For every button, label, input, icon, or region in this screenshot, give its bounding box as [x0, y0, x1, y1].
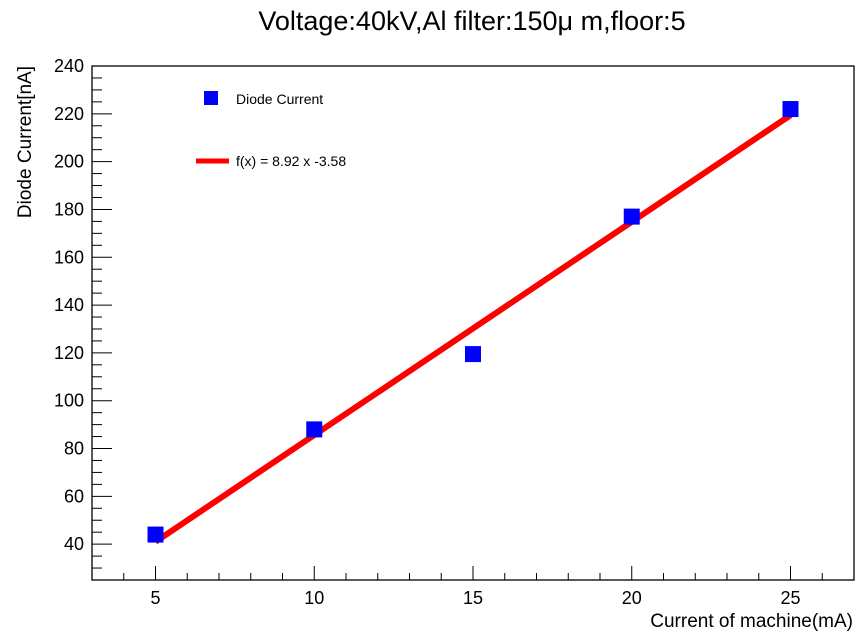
- x-tick-label: 20: [622, 588, 642, 608]
- y-tick-label: 160: [54, 247, 84, 267]
- y-tick-label: 140: [54, 295, 84, 315]
- data-point: [782, 101, 799, 118]
- y-tick-label: 240: [54, 56, 84, 76]
- data-point: [306, 421, 323, 438]
- fit-line-layer: [153, 112, 793, 545]
- legend-marker-diode-current: [204, 91, 218, 105]
- y-tick-label: 120: [54, 343, 84, 363]
- y-tick-label: 100: [54, 391, 84, 411]
- y-tick-label: 80: [64, 439, 84, 459]
- y-tick-label: 200: [54, 152, 84, 172]
- legend-label-fit: f(x) = 8.92 x -3.58: [236, 153, 346, 169]
- data-point: [465, 346, 481, 363]
- axis-ticks: 5 10 15 20 25 40 60 80 100 120 140 160 180 200 220 240: [54, 56, 855, 608]
- y-tick-label: 40: [64, 534, 84, 554]
- legend: Diode Current f(x) = 8.92 x -3.58: [196, 91, 346, 169]
- x-tick-label: 10: [304, 588, 324, 608]
- x-tick-label: 25: [780, 588, 800, 608]
- chart-title: Voltage:40kV,Al filter:150μ m,floor:5: [258, 6, 685, 36]
- y-tick-label: 180: [54, 199, 84, 219]
- x-tick-label: 5: [150, 588, 160, 608]
- data-point: [147, 526, 164, 543]
- plot-frame: [91, 65, 855, 581]
- y-tick-label: 220: [54, 104, 84, 124]
- data-point: [623, 208, 640, 225]
- legend-label-diode-current: Diode Current: [236, 91, 323, 107]
- x-tick-label: 15: [463, 588, 483, 608]
- x-axis-label: Current of machine(mA): [650, 611, 853, 632]
- fit-line: [153, 112, 793, 545]
- y-axis-label: Diode Current[nA]: [15, 66, 36, 218]
- y-tick-label: 60: [64, 486, 84, 506]
- data-points-layer: [147, 101, 799, 543]
